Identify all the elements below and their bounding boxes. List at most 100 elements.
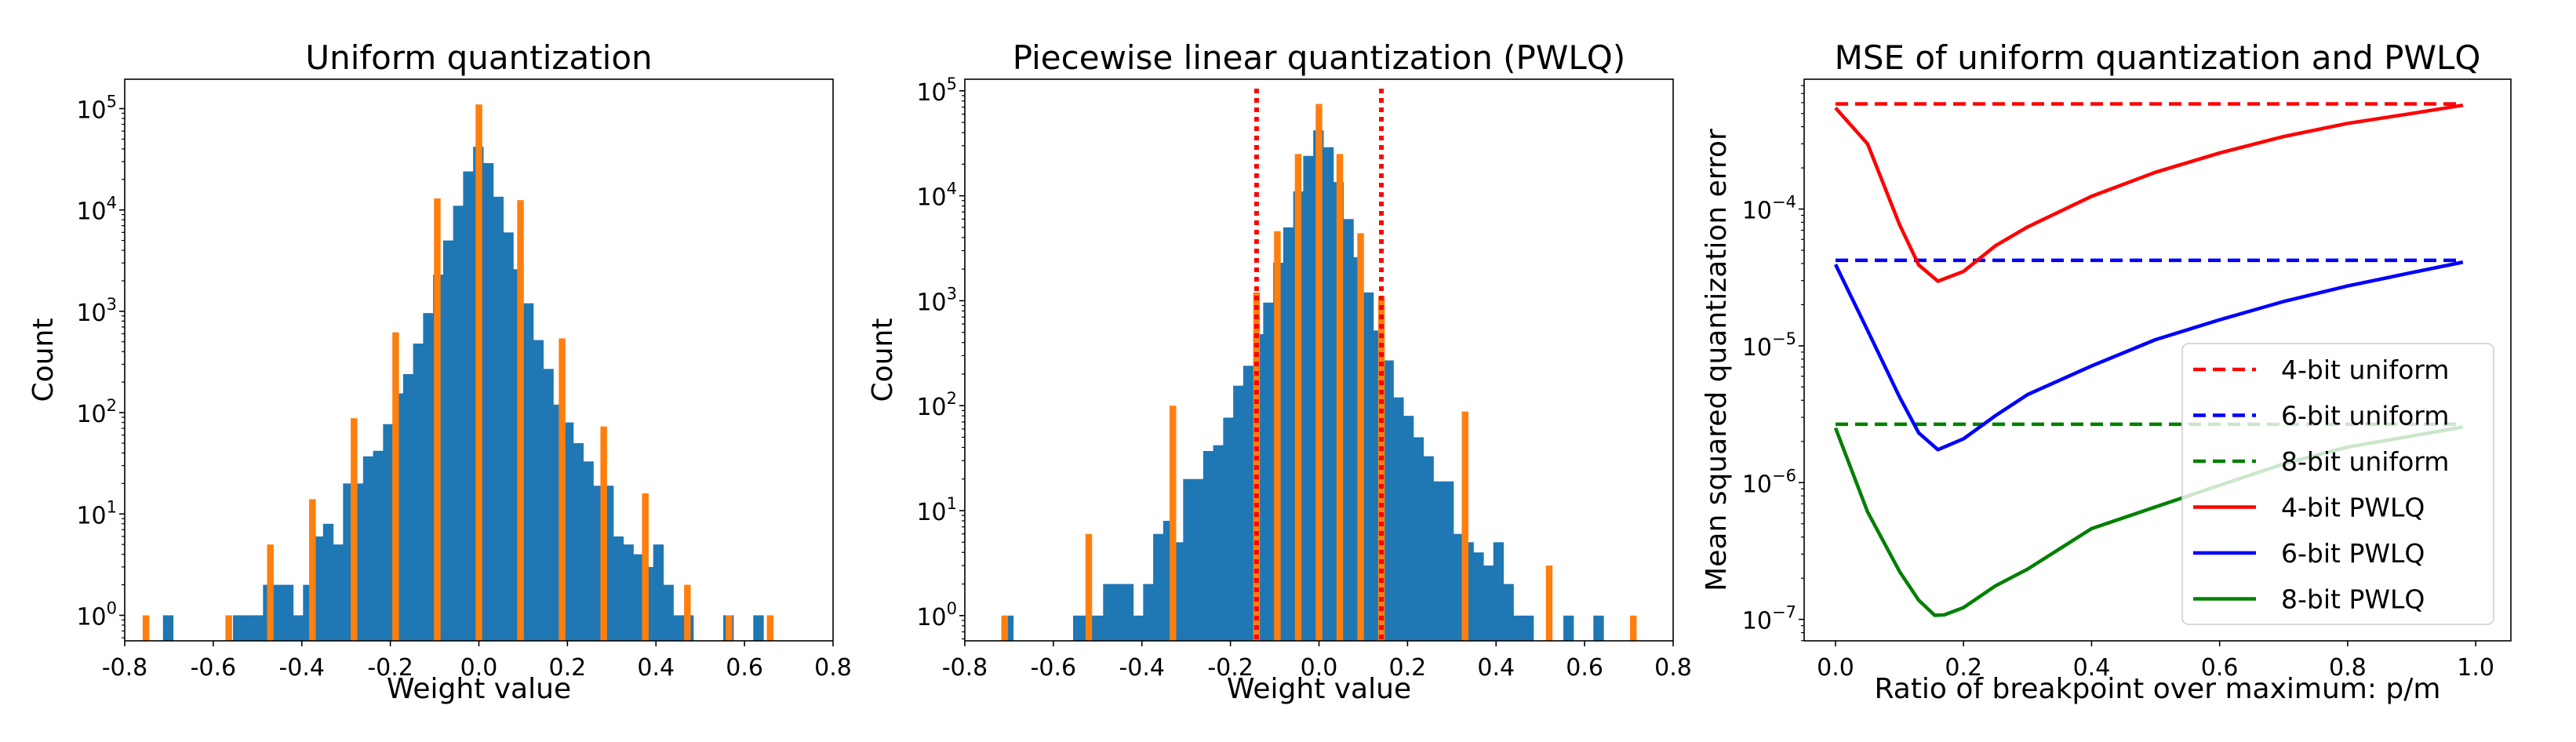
x-tick-label: 0.8 [814,654,852,682]
histogram-bar [623,544,634,641]
y-tick-label: 102 [76,396,117,428]
x-tick-label: 1.0 [2457,654,2494,682]
x-tick-label: 0.4 [2073,654,2111,682]
histogram-bar [1493,542,1504,641]
y-tick-label: 105 [76,92,117,124]
histogram-bar [442,240,454,641]
quantized-bar [1461,411,1468,641]
quantized-bar [642,493,649,641]
x-tick-label: 0.6 [726,654,763,682]
quantized-bar [392,332,399,641]
histogram-bar [253,615,264,641]
x-tick-label: 0.6 [1566,654,1603,682]
quantized-bar [475,104,482,641]
histogram-bar [1433,481,1444,641]
histogram-bar [1483,565,1494,641]
histogram-bar [162,615,174,641]
y-tick-base: 10 [76,96,106,124]
histogram-bar [322,523,334,641]
y-tick-base: 10 [1742,608,1772,635]
y-axis-label: Count [27,318,60,402]
quantized-bar [1274,231,1281,641]
y-axis-label: Mean squared quantization error [1701,129,1733,591]
x-tick-label: 0.4 [1477,654,1515,682]
legend-label: 6-bit PWLQ [2281,538,2425,569]
histogram-bar [1593,615,1604,641]
histogram-bar [1523,615,1534,641]
plot-area [1001,89,1637,641]
quantized-bar [1357,233,1364,641]
y-tick-base: 10 [916,289,946,316]
x-tick-label: -0.2 [1207,654,1253,682]
quantized-bar [517,200,524,641]
x-tick-label: 0.6 [2201,654,2239,682]
x-tick-label: -0.4 [1119,654,1165,682]
histogram-bar [1243,366,1254,641]
histogram-bar [1113,584,1124,641]
histogram-bar [493,196,504,641]
quantized-bar [1336,154,1344,641]
y-tick-base: 10 [916,79,946,107]
quantized-bar [1294,154,1302,641]
histogram-bar [1153,533,1164,641]
quantized-bar [267,544,274,641]
histogram-bar [482,162,494,641]
histogram-bar [1393,397,1404,641]
y-tick-exponent: 1 [107,497,117,516]
quantized-bar [309,499,316,641]
y-tick-base: 10 [1742,334,1772,362]
quantized-bar [434,198,441,641]
histogram-bar [373,450,384,641]
x-tick-label: -0.6 [1031,654,1077,682]
histogram-bar [242,615,254,641]
histogram-bar [233,615,244,641]
y-tick-label: 100 [916,599,957,631]
histogram-bar [1503,584,1514,641]
histogram-bar [1363,292,1374,641]
x-tick-label: -0.6 [191,654,237,682]
y-tick-label: 10−7 [1742,603,1796,635]
y-tick-base: 10 [916,394,946,421]
series-line-4-bit-pwlq [1834,103,2464,283]
histogram-bar [1303,155,1314,641]
legend-label: 4-bit PWLQ [2281,493,2425,523]
x-tick-label: 0.0 [1817,654,1854,682]
y-tick-exponent: 2 [947,389,957,408]
histogram-bar [1383,360,1394,641]
legend-label: 8-bit uniform [2281,446,2449,477]
y-tick-exponent: −4 [1772,193,1796,212]
y-tick-exponent: −7 [1772,603,1796,622]
histogram-bar [383,424,394,641]
histogram-bar [1443,481,1454,641]
y-tick-exponent: 1 [947,494,957,513]
y-tick-base: 10 [916,184,946,212]
x-tick-label: 0.2 [1389,654,1427,682]
histogram-bar [1183,478,1194,641]
y-tick-label: 101 [76,497,117,529]
quantized-bar [766,615,774,641]
y-tick-label: 104 [916,180,957,212]
y-tick-base: 10 [76,401,106,428]
histogram-bar [653,544,664,641]
y-tick-base: 10 [76,502,106,529]
series-line-6-bit-pwlq [1833,260,2464,452]
x-tick-label: 0.2 [549,654,587,682]
x-tick-label: 0.0 [1301,654,1338,682]
x-axis-label: Weight value [1227,673,1411,705]
histogram-bar [573,442,584,641]
histogram-bar [423,313,434,641]
histogram-bar [273,584,284,641]
y-tick-base: 10 [916,499,946,526]
pwlq-histogram: -0.8 -0.6 -0.4 -0.2 0.0 0.2 0.4 0.6 0.8100101102… [867,38,1692,705]
x-tick-label: 0.2 [1945,654,1982,682]
x-axis-label: Ratio of breakpoint over maximum: p/m [1875,673,2441,705]
y-tick-exponent: 0 [947,599,957,618]
y-tick-label: 101 [916,494,957,526]
histogram-bar [1413,437,1424,641]
quantized-bar [1545,565,1553,641]
histogram-bar [562,422,574,641]
histogram-bar [1103,584,1114,641]
chart-title: Piecewise linear quantization (PWLQ) [1013,38,1626,77]
